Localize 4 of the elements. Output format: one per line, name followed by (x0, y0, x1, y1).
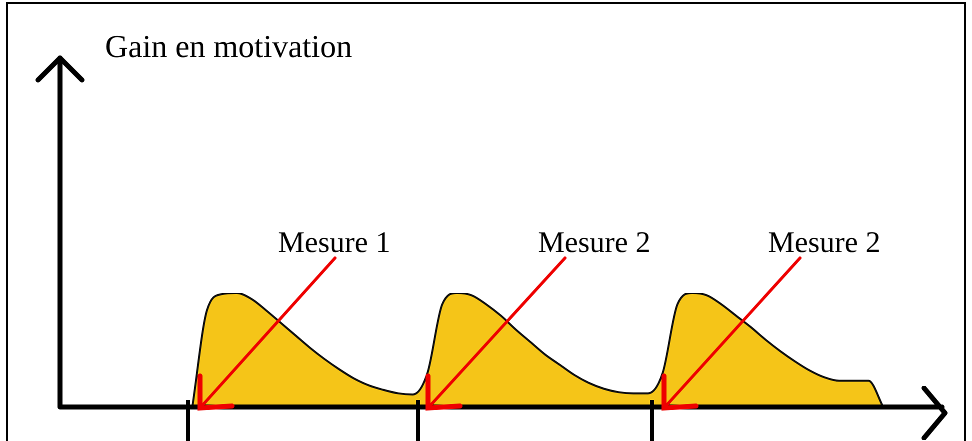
text: Mesure 2 (538, 226, 650, 260)
text: Mesure 2 (768, 226, 880, 260)
chart-title: Gain en motivation (105, 28, 352, 65)
text: Mesure 1 (278, 226, 390, 260)
